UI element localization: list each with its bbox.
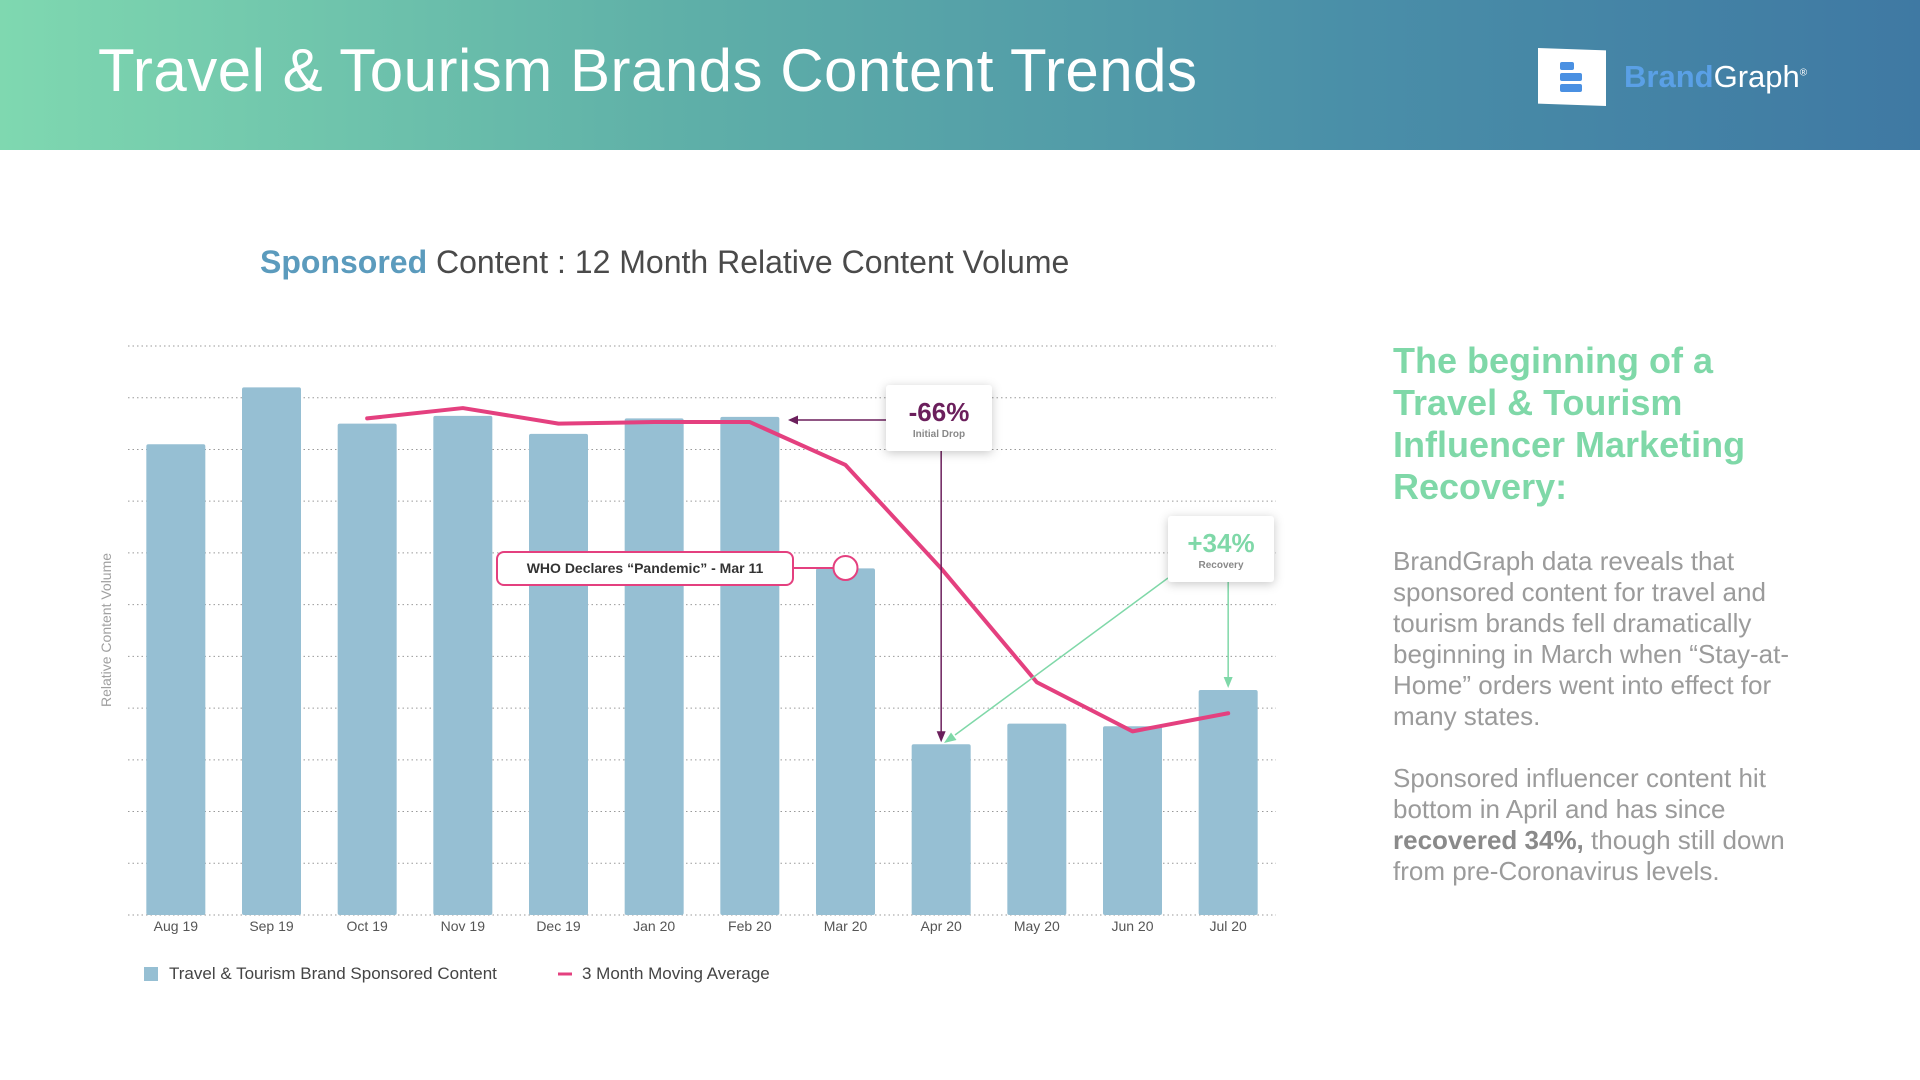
bar-mar-20 — [816, 568, 875, 915]
recovered-highlight: recovered 34%, — [1393, 825, 1584, 855]
bar-may-20 — [1007, 723, 1067, 915]
brandgraph-logo-text: BrandGraph® — [1624, 59, 1808, 94]
page-title: Travel & Tourism Brands Content Trends — [98, 37, 1198, 104]
header-banner: Travel & Tourism Brands Content Trends B… — [0, 0, 1920, 150]
moving-average-line — [365, 406, 1231, 734]
x-tick-label: Mar 20 — [824, 918, 868, 934]
x-tick-label: Jan 20 — [633, 918, 675, 934]
chart-title-highlight: Sponsored — [260, 244, 428, 280]
bar-jun-20 — [1103, 726, 1162, 915]
bar-apr-20 — [911, 744, 971, 915]
brandgraph-logo-icon — [1538, 48, 1606, 106]
sidebar-paragraph-1: BrandGraph data reveals that sponsored c… — [1393, 546, 1789, 731]
x-tick-label: Apr 20 — [921, 918, 962, 934]
bar-dec-19 — [529, 433, 588, 915]
bar-feb-20 — [720, 416, 780, 915]
bar-sep-19 — [242, 387, 301, 915]
y-axis-label: Relative Content Volume — [98, 553, 114, 707]
chart-title-rest: Content : 12 Month Relative Content Volu… — [427, 244, 1070, 280]
bar-jul-20 — [1198, 689, 1258, 915]
x-tick-label: Jun 20 — [1111, 918, 1153, 934]
bar-jan-20 — [624, 418, 684, 915]
drop-arrowhead-down — [936, 731, 946, 743]
x-tick-label: Jul 20 — [1209, 918, 1247, 934]
x-tick-label: May 20 — [1014, 918, 1060, 934]
bar-nov-19 — [433, 415, 493, 915]
pandemic-marker — [832, 555, 859, 581]
recovery-arrowhead-down — [1223, 676, 1233, 688]
drop-callout-caption: Initial Drop — [913, 429, 965, 440]
recovery-arrow-diagonal — [954, 577, 1169, 736]
drop-callout-value: -66% — [909, 397, 970, 427]
recovery-callout-caption: Recovery — [1198, 560, 1243, 571]
recovery-callout-value: +34% — [1187, 528, 1254, 558]
chart-title: Sponsored Content : 12 Month Relative Co… — [260, 244, 1069, 281]
pandemic-callout-box — [496, 551, 794, 586]
x-tick-label: Feb 20 — [728, 918, 772, 934]
x-tick-label: Dec 19 — [536, 918, 581, 934]
recovery-arrowhead-diagonal — [944, 732, 957, 743]
bar-aug-19 — [146, 444, 206, 915]
sponsored-content-chart: Relative Content Volume Aug 19 Sep 19 Oct 1… — [98, 345, 1276, 983]
x-tick-label: Nov 19 — [441, 918, 486, 934]
drop-callout-box — [886, 385, 992, 451]
brandgraph-logo[interactable]: BrandGraph® — [1538, 48, 1807, 106]
legend-label-bars: Travel & Tourism Brand Sponsored Content — [169, 964, 497, 983]
x-tick-label: Sep 19 — [249, 918, 294, 934]
sidebar-heading: The beginning of a Travel & Tourism Infl… — [1393, 340, 1746, 507]
recovery-callout-box — [1168, 516, 1274, 582]
legend-swatch-bars — [144, 967, 158, 981]
drop-arrowhead-left — [788, 415, 798, 425]
sidebar-paragraph-2: Sponsored influencer content hit bottom … — [1393, 763, 1785, 886]
legend-label-line: 3 Month Moving Average — [582, 964, 770, 983]
x-tick-label: Oct 19 — [347, 918, 388, 934]
x-tick-label: Aug 19 — [154, 918, 199, 934]
bar-oct-19 — [337, 423, 397, 915]
pandemic-callout-label: WHO Declares “Pandemic” - Mar 11 — [527, 560, 764, 576]
